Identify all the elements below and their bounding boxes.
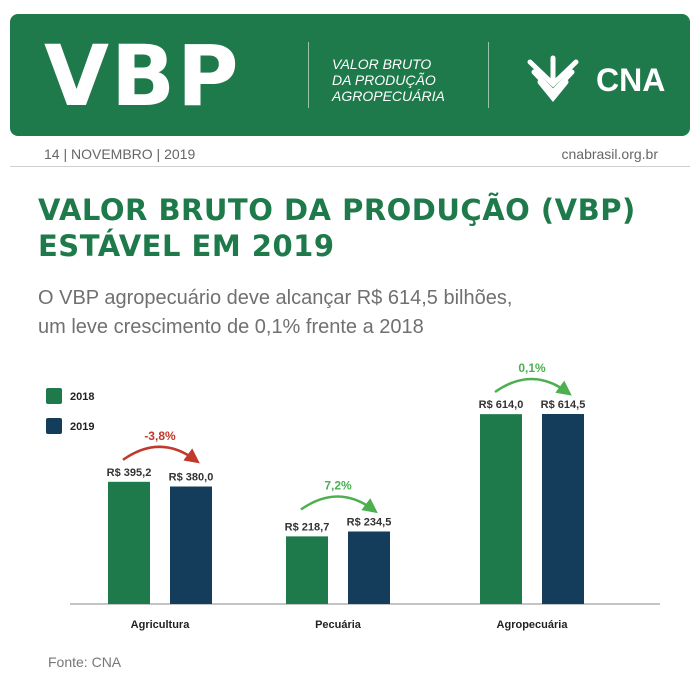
source-note: Fonte: CNA bbox=[48, 654, 122, 670]
data-label: R$ 380,0 bbox=[169, 472, 214, 484]
publish-date: 14 | NOVEMBRO | 2019 bbox=[44, 146, 196, 162]
cna-leaf-icon bbox=[527, 55, 579, 102]
lede-line: O VBP agropecuário deve alcançar R$ 614,… bbox=[38, 287, 513, 309]
legend-label-2019: 2019 bbox=[70, 421, 94, 433]
subtitle-line: AGROPECUÁRIA bbox=[332, 88, 445, 104]
vbp-logo: VBP bbox=[44, 27, 241, 125]
headline: VALOR BRUTO DA PRODUÇÃO (VBP) ESTÁVEL EM… bbox=[38, 192, 636, 264]
bar-2018-0 bbox=[108, 481, 150, 604]
bar-2019-1 bbox=[348, 531, 390, 604]
category-label: Agropecuária bbox=[497, 619, 569, 631]
cna-brand: CNA bbox=[596, 62, 666, 98]
header-subtitle: VALOR BRUTO DA PRODUÇÃO AGROPECUÁRIA bbox=[332, 56, 445, 104]
change-arrow bbox=[494, 377, 572, 396]
category-label: Agricultura bbox=[131, 619, 191, 631]
change-arrow bbox=[122, 445, 200, 464]
data-label: R$ 614,0 bbox=[479, 399, 524, 411]
bar-2019-0 bbox=[170, 486, 212, 604]
data-label: R$ 395,2 bbox=[107, 467, 152, 479]
legend-swatch-2019 bbox=[46, 418, 62, 434]
subtitle-line: DA PRODUÇÃO bbox=[332, 72, 436, 88]
lede-line: um leve crescimento de 0,1% frente a 201… bbox=[38, 316, 424, 338]
header-banner: VBP VALOR BRUTO DA PRODUÇÃO AGROPECUÁRIA… bbox=[10, 14, 690, 136]
bar-2019-2 bbox=[542, 414, 584, 604]
data-label: R$ 614,5 bbox=[541, 399, 586, 411]
header-divider bbox=[308, 42, 309, 108]
headline-line: VALOR BRUTO DA PRODUÇÃO (VBP) bbox=[38, 193, 636, 227]
subtitle-line: VALOR BRUTO bbox=[332, 56, 432, 72]
bar-2018-2 bbox=[480, 414, 522, 604]
headline-line: ESTÁVEL EM 2019 bbox=[38, 229, 335, 263]
header-divider bbox=[488, 42, 489, 108]
data-label: R$ 234,5 bbox=[347, 516, 392, 528]
site-url[interactable]: cnabrasil.org.br bbox=[561, 146, 659, 162]
lede: O VBP agropecuário deve alcançar R$ 614,… bbox=[38, 284, 512, 342]
legend-swatch-2018 bbox=[46, 388, 62, 404]
change-label: 7,2% bbox=[324, 478, 352, 492]
data-label: R$ 218,7 bbox=[285, 521, 330, 533]
category-label: Pecuária bbox=[315, 619, 362, 631]
legend-label-2018: 2018 bbox=[70, 391, 94, 403]
change-label: 0,1% bbox=[518, 361, 546, 375]
change-arrow bbox=[300, 495, 378, 514]
date-row: 14 | NOVEMBRO | 2019 cnabrasil.org.br bbox=[10, 142, 690, 167]
bar-2018-1 bbox=[286, 536, 328, 604]
change-label: -3,8% bbox=[144, 429, 176, 443]
